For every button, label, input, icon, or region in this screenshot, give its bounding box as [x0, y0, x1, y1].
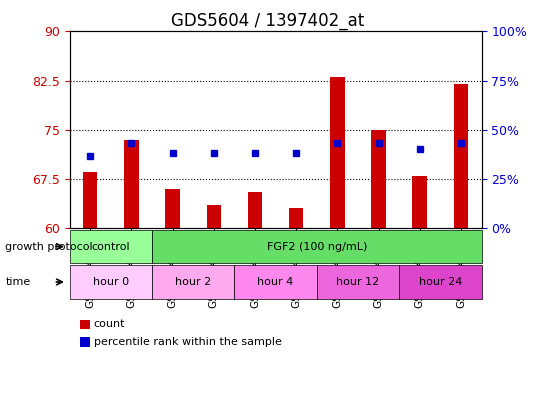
Text: hour 24: hour 24 [418, 277, 462, 287]
Text: FGF2 (100 ng/mL): FGF2 (100 ng/mL) [266, 242, 367, 252]
Text: control: control [91, 242, 130, 252]
Text: hour 2: hour 2 [175, 277, 211, 287]
Text: percentile rank within the sample: percentile rank within the sample [94, 337, 281, 347]
Bar [412, 176, 427, 228]
Text: hour 12: hour 12 [337, 277, 379, 287]
Bar [248, 192, 262, 228]
Text: hour 0: hour 0 [93, 277, 129, 287]
Text: count: count [94, 319, 125, 329]
Bar [371, 130, 386, 228]
Bar [454, 84, 468, 228]
Bar [289, 208, 303, 228]
Bar [207, 205, 221, 228]
Text: GDS5604 / 1397402_at: GDS5604 / 1397402_at [171, 12, 364, 30]
Bar [165, 189, 180, 228]
Text: hour 4: hour 4 [257, 277, 294, 287]
Text: growth protocol: growth protocol [5, 242, 93, 252]
Bar [83, 172, 97, 228]
Bar [330, 77, 345, 228]
Bar [124, 140, 139, 228]
Text: time: time [5, 277, 30, 287]
